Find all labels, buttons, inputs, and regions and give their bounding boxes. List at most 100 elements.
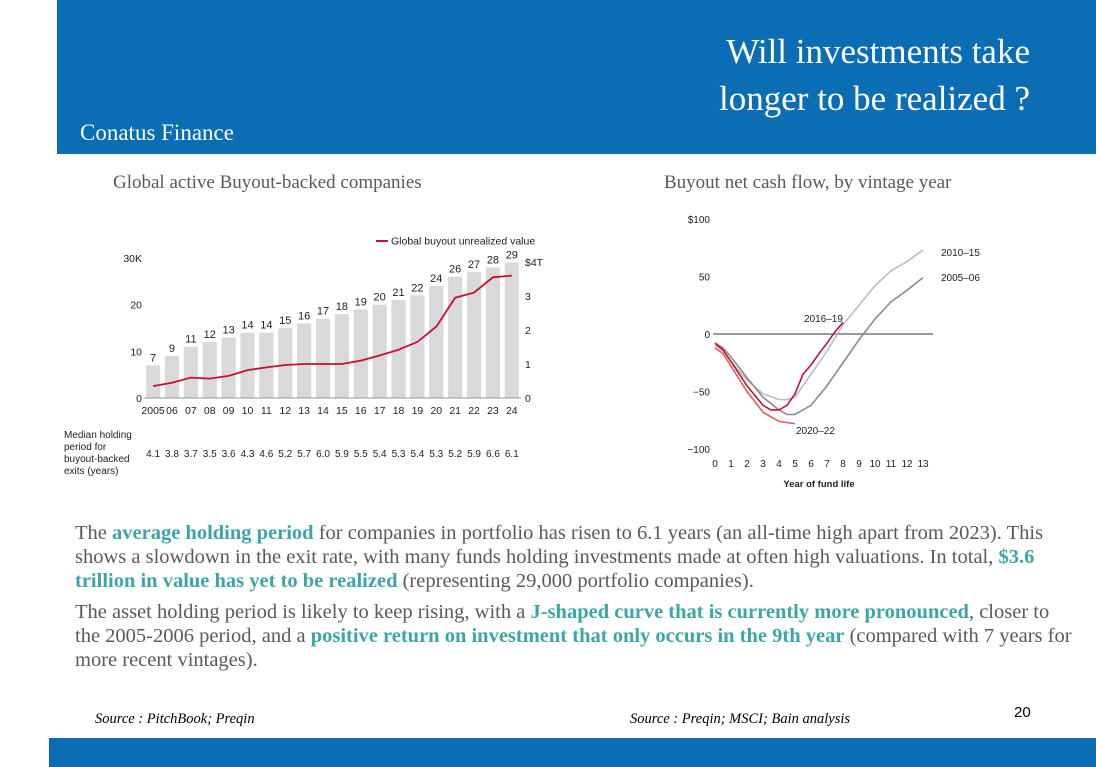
bar: [485, 267, 501, 398]
x-tick-label: 08: [204, 405, 216, 417]
median-value: 5.4: [373, 449, 387, 460]
bar-label: 21: [392, 287, 404, 299]
series-line: [714, 321, 844, 411]
x-tick-label: 24: [506, 405, 518, 417]
y-tick-left: 0: [136, 393, 142, 405]
x-tick: 3: [760, 459, 766, 470]
y-tick-left: 30K: [123, 253, 142, 265]
bar-label: 13: [222, 324, 234, 336]
x-tick: 4: [776, 459, 782, 470]
bar-label: 19: [355, 296, 367, 308]
median-value: 5.9: [335, 449, 349, 460]
bar: [372, 304, 387, 398]
bar: [183, 346, 198, 398]
x-tick-label: 06: [166, 405, 178, 417]
x-tick: 5: [792, 459, 798, 470]
x-tick-label: 07: [185, 405, 197, 417]
median-value: 5.7: [297, 449, 311, 460]
page-number: 20: [1014, 704, 1031, 721]
bar-label: 22: [411, 282, 423, 294]
legend-label: Global buyout unrealized value: [391, 236, 535, 248]
x-tick: 12: [901, 459, 913, 470]
header-banner: [57, 0, 1096, 154]
x-tick: 9: [856, 459, 862, 470]
body-text-run: , closer to the 2005-2006 period, and a: [75, 601, 1050, 647]
body-text-run: The: [75, 522, 112, 544]
buyout-companies-chart: 0102030K0123$4T720054.19063.811073.71208…: [64, 236, 544, 478]
bar-label: 15: [279, 315, 291, 327]
median-value: 3.5: [203, 449, 217, 460]
bar: [297, 323, 312, 398]
bar: [466, 272, 482, 398]
series-label: 2020–22: [796, 426, 835, 437]
bar-label: 29: [506, 250, 518, 262]
median-value: 3.6: [222, 449, 236, 460]
x-tick: 8: [840, 459, 846, 470]
median-value: 6.0: [316, 449, 330, 460]
median-value: 5.2: [278, 449, 292, 460]
y-tick: −50: [693, 388, 710, 399]
series-label: 2005–06: [941, 273, 980, 284]
brand-name: Conatus Finance: [80, 120, 234, 145]
y-tick: $100: [688, 215, 711, 226]
bar-label: 14: [260, 320, 272, 332]
bar: [278, 328, 293, 398]
y-tick-left: 20: [130, 300, 142, 312]
bar-label: 27: [468, 259, 480, 271]
bar-label: 18: [336, 301, 348, 313]
bar-label: 11: [185, 334, 196, 346]
highlight-text: positive return on investment that only …: [310, 625, 845, 647]
body-text-run: (representing 29,000 portfolio companies…: [397, 570, 754, 592]
x-tick-label: 12: [279, 405, 291, 417]
bar: [334, 314, 349, 398]
highlight-text: $3.6 trillion in value has yet to be rea…: [75, 546, 1035, 592]
x-tick-label: 16: [355, 405, 367, 417]
bar: [259, 332, 274, 398]
x-tick-label: 09: [223, 405, 235, 417]
series-line: [714, 249, 924, 401]
x-tick-label: 10: [242, 405, 254, 417]
body-text: The average holding period for companies…: [75, 521, 1075, 679]
bar: [202, 342, 217, 398]
x-tick: 7: [824, 459, 830, 470]
x-tick: 6: [808, 459, 814, 470]
x-tick: 1: [728, 459, 734, 470]
median-value: 5.4: [410, 449, 424, 460]
source-left: Source : PitchBook; Preqin: [95, 711, 255, 727]
median-value: 4.6: [259, 449, 273, 460]
bar-label: 26: [449, 264, 461, 276]
bar: [146, 365, 161, 398]
median-value: 6.6: [486, 449, 500, 460]
y-tick-right: 0: [525, 393, 531, 405]
median-value: 5.3: [392, 449, 406, 460]
title-line-1: Will investments take: [726, 32, 1030, 71]
bar-label: 17: [317, 306, 329, 318]
bar: [240, 332, 255, 398]
x-tick-label: 2005: [141, 405, 165, 417]
footer-banner: [49, 738, 1096, 767]
median-value: 3.7: [184, 449, 198, 460]
x-tick-label: 19: [412, 405, 424, 417]
x-tick-label: 22: [468, 405, 480, 417]
bar: [429, 286, 444, 398]
bar: [164, 356, 180, 398]
x-axis-label: Year of fund life: [783, 479, 854, 490]
x-tick-label: 20: [430, 405, 442, 417]
x-tick-label: 23: [487, 405, 499, 417]
median-value: 5.3: [429, 449, 443, 460]
bar: [353, 309, 368, 398]
x-tick: 11: [886, 459, 897, 470]
x-tick-label: 13: [298, 405, 310, 417]
left-chart-title: Global active Buyout-backed companies: [113, 172, 422, 193]
y-tick: 50: [699, 273, 711, 284]
median-value: 5.9: [467, 449, 481, 460]
y-tick: 0: [704, 330, 710, 341]
y-tick-right: 3: [525, 291, 531, 303]
x-tick-label: 15: [336, 405, 348, 417]
bar-label: 9: [169, 343, 175, 355]
bar-label: 16: [298, 310, 310, 322]
highlight-text: J-shaped curve that is currently more pr…: [530, 601, 969, 623]
median-value: 5.5: [354, 449, 368, 460]
title-line-2: longer to be realized ?: [719, 79, 1030, 118]
